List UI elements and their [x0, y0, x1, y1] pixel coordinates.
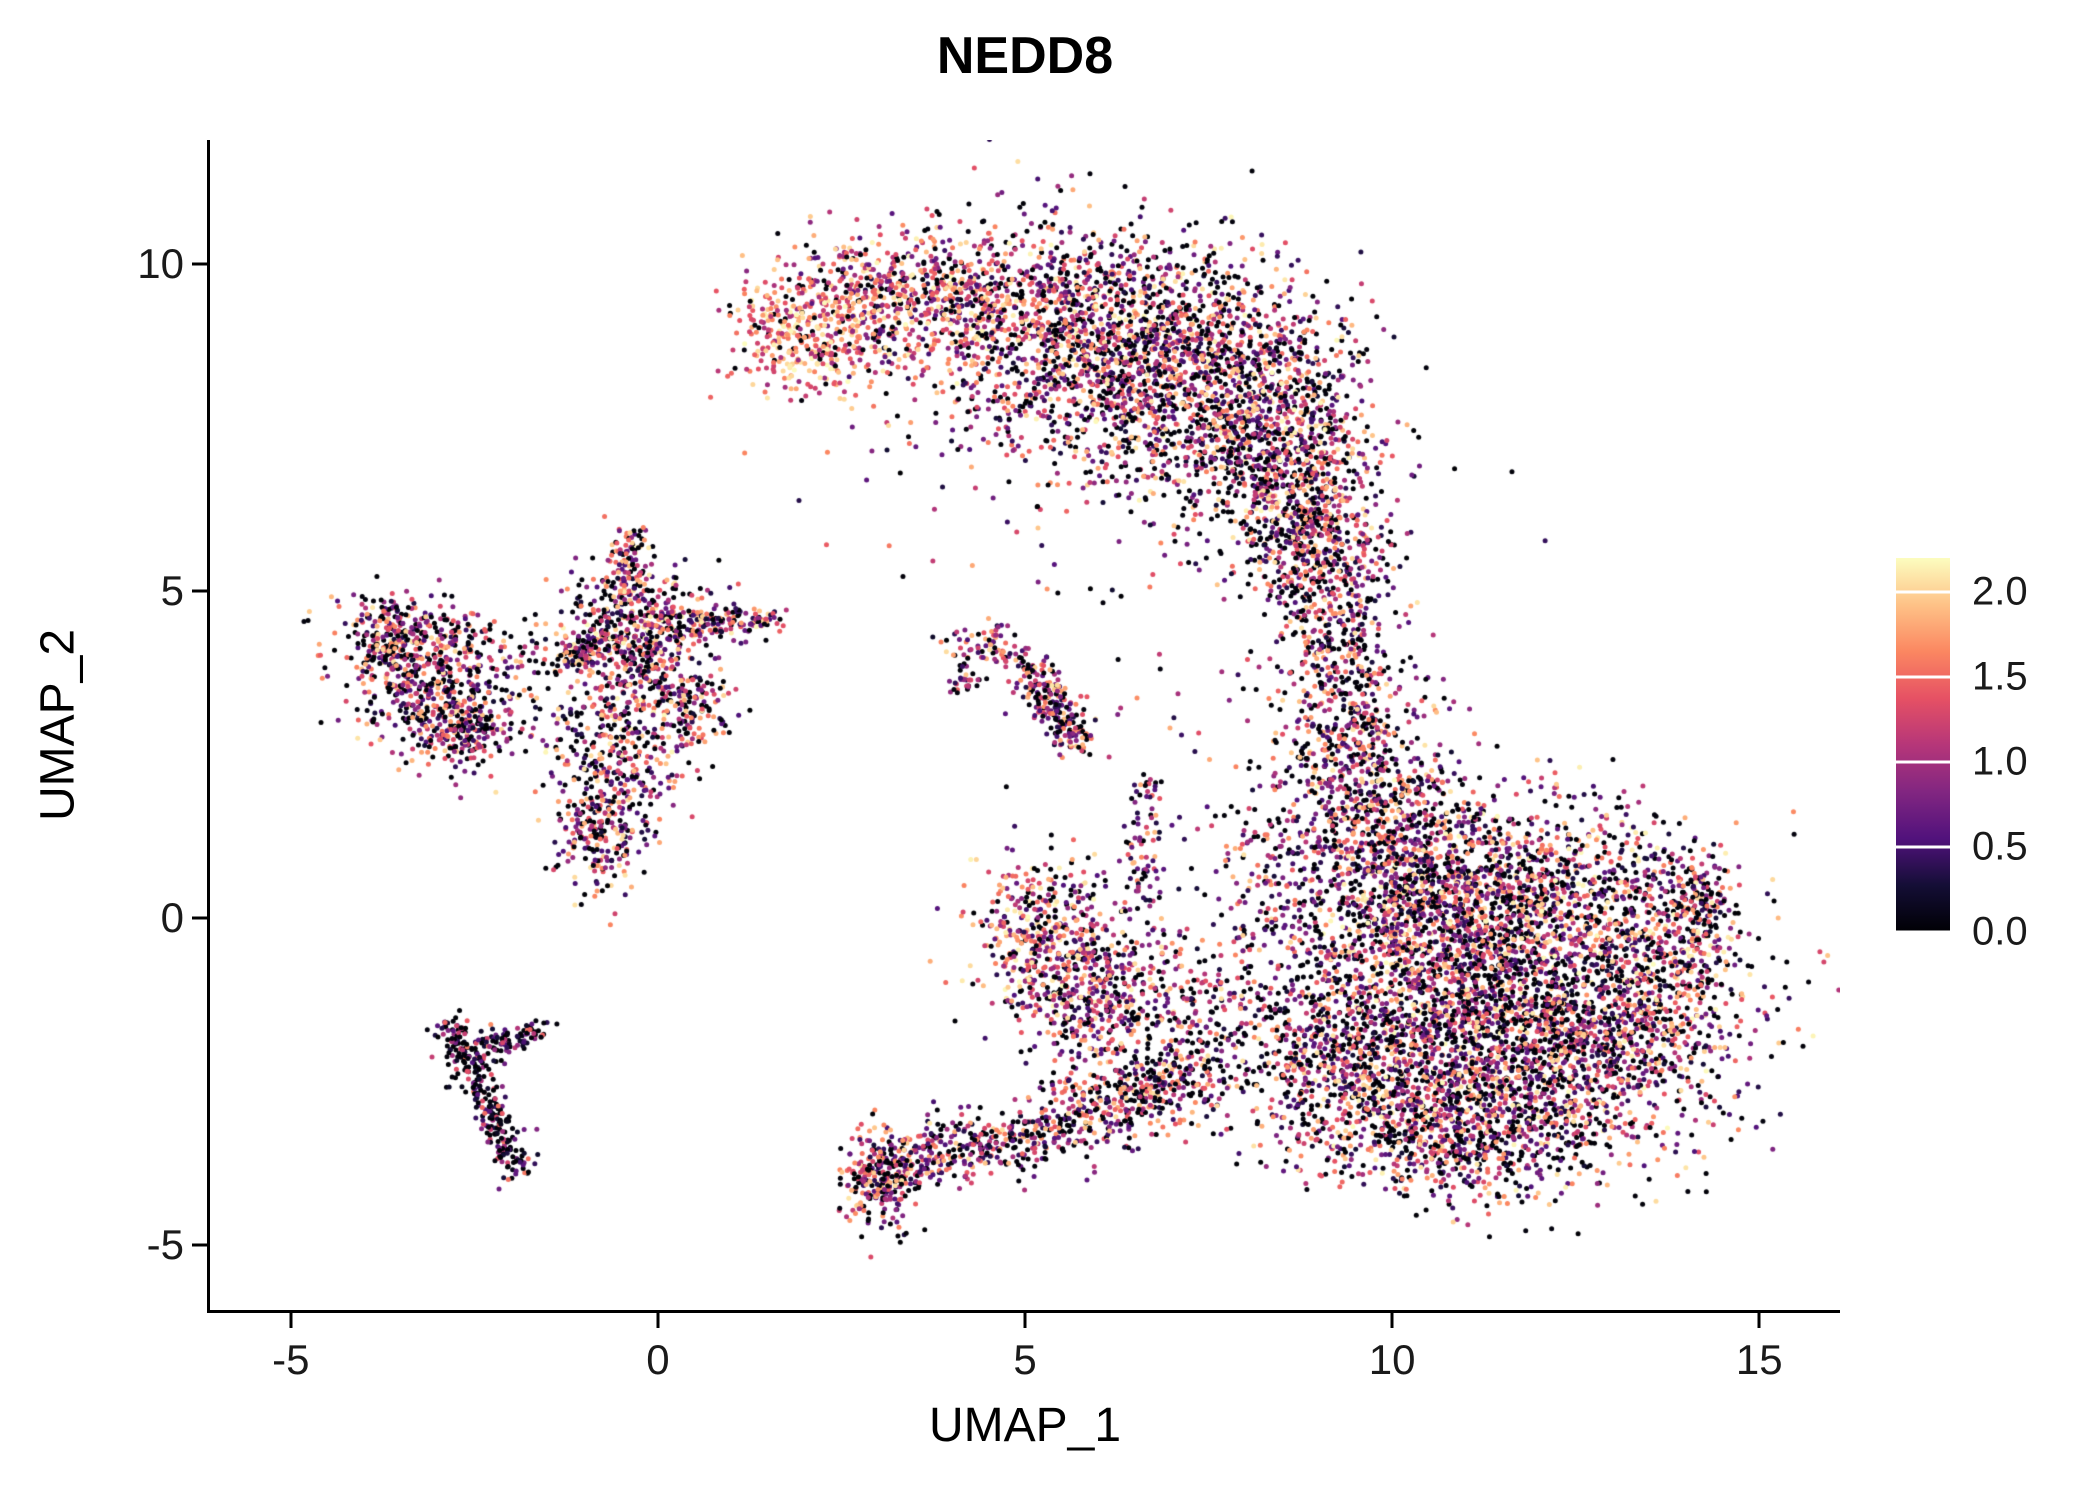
colorbar-tick-label: 1.0	[1972, 739, 2028, 784]
colorbar-tick-label: 1.5	[1972, 654, 2028, 699]
colorbar-tick	[1896, 590, 1950, 594]
x-axis-title: UMAP_1	[928, 1399, 1122, 1452]
x-tick-mark	[656, 1313, 660, 1328]
x-tick-label: 0	[646, 1336, 670, 1383]
colorbar-tick	[1896, 930, 1950, 934]
x-tick-mark	[1390, 1313, 1394, 1328]
colorbar-tick-label: 0.0	[1972, 909, 2028, 954]
x-tick-label: 10	[1368, 1336, 1416, 1383]
y-tick-label: 0	[160, 893, 184, 941]
y-tick-mark	[192, 1243, 207, 1247]
colorbar-tick-label: 2.0	[1972, 569, 2028, 614]
y-tick-label: 10	[137, 240, 184, 288]
x-tick-mark	[1757, 1313, 1761, 1328]
x-tick-label: 15	[1735, 1336, 1783, 1383]
y-tick-label: 5	[160, 567, 184, 614]
colorbar-tick	[1896, 760, 1950, 764]
y-tick-label: -5	[146, 1220, 184, 1268]
x-tick-label: 5	[1013, 1336, 1037, 1383]
scatter-points-canvas	[210, 140, 1840, 1310]
colorbar-tick	[1896, 675, 1950, 679]
plot-title: NEDD8	[936, 27, 1114, 85]
y-tick-mark	[192, 262, 207, 266]
x-axis-line	[207, 1310, 1840, 1313]
x-tick-mark	[1023, 1313, 1027, 1328]
y-tick-mark	[192, 589, 207, 593]
y-axis-line	[207, 140, 210, 1313]
colorbar-gradient	[1896, 558, 1950, 934]
x-tick-label: -5	[272, 1336, 310, 1383]
colorbar-tick-label: 0.5	[1972, 824, 2028, 869]
colorbar-tick	[1896, 845, 1950, 849]
x-tick-mark	[289, 1313, 293, 1328]
y-tick-mark	[192, 916, 207, 920]
y-axis-title: UMAP_2	[31, 628, 85, 822]
